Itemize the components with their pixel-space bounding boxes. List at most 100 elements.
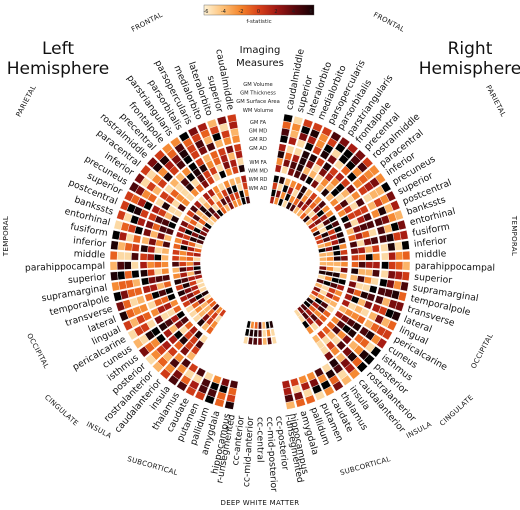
ring-cell [343, 221, 353, 230]
ring-cell [172, 304, 183, 314]
ring-cell [271, 181, 278, 191]
ring-cell [154, 246, 163, 254]
ring-cell [212, 172, 221, 182]
ring-cell [205, 141, 216, 152]
ring-cell [194, 243, 204, 249]
ring-cell [340, 261, 349, 268]
ring-cell [311, 145, 323, 156]
ring-cell [124, 242, 133, 252]
ring-cell [330, 315, 341, 325]
ring-cell [134, 225, 144, 236]
ring-cell [178, 255, 187, 262]
ring-cell [366, 200, 377, 211]
ring-cell [117, 241, 126, 251]
ring-cell [250, 321, 255, 329]
ring-cell [335, 352, 347, 363]
ring-cell [326, 261, 335, 267]
ring-cell [240, 174, 248, 184]
ring-cell [337, 304, 348, 314]
ring-cell [289, 203, 297, 213]
ring-cell [380, 270, 389, 279]
measure-label: WM Volume [243, 108, 274, 114]
ring-cell [253, 329, 258, 338]
lobe-label: TEMPORAL [510, 215, 518, 256]
ring-cell [242, 181, 249, 191]
region-label-left: inferior [73, 235, 107, 250]
ring-cell [252, 337, 258, 346]
ring-cell [185, 192, 195, 203]
ring-cell [147, 276, 157, 285]
colorbar-tick: 6 [309, 9, 312, 15]
right-hemisphere-title-line1: Right [448, 39, 493, 59]
ring-cell [138, 303, 149, 314]
ring-cell [123, 261, 132, 270]
ring-cell [146, 253, 155, 261]
ring-cell [352, 178, 363, 189]
ring-cell [316, 329, 327, 340]
ring-cell [258, 321, 262, 330]
ring-cell [314, 234, 323, 241]
ring-cell [219, 206, 228, 215]
ring-cell [370, 236, 379, 245]
ring-cell [131, 243, 140, 252]
ring-cell [211, 303, 220, 312]
ring-cell [155, 239, 164, 247]
ring-cell [140, 277, 150, 286]
ring-cell [180, 197, 191, 208]
ring-cell [318, 269, 327, 276]
ring-cell [333, 255, 342, 262]
ring-cell [275, 157, 284, 166]
ring-cell [161, 247, 170, 255]
ring-cell [278, 176, 286, 185]
ring-cell [349, 240, 358, 249]
ring-cell [340, 165, 352, 177]
ring-cell [176, 203, 187, 213]
ring-cell [285, 201, 293, 211]
ring-cell [150, 326, 162, 337]
ring-cell [274, 164, 282, 173]
ring-cell [333, 203, 344, 213]
ring-cell [262, 337, 268, 346]
ring-cell [401, 240, 410, 251]
ring-cell [132, 234, 142, 244]
ring-cell [203, 222, 213, 230]
ring-cell [371, 244, 380, 253]
ring-cell [173, 278, 183, 286]
ring-cell [136, 295, 146, 305]
lobe-label: DEEP WHITE MATTER [221, 499, 300, 507]
ring-cell [356, 239, 365, 247]
ring-cell [186, 246, 196, 252]
ring-cell [348, 340, 359, 351]
ring-cell [370, 208, 381, 219]
ring-cell [312, 230, 321, 238]
ring-cell [346, 171, 358, 183]
lobe-label: SUBCORTICAL [339, 455, 391, 477]
ring-cell [209, 215, 218, 224]
ring-cell [356, 275, 366, 283]
ring-cell [277, 198, 284, 207]
region-label-dwm: cc-mid-posterior [264, 416, 279, 492]
lobe-label: FRONTAL [372, 11, 406, 34]
ring-cell [117, 270, 126, 281]
ring-cell [310, 179, 320, 189]
measure-label: GM FA [250, 120, 267, 126]
ring-cell [349, 274, 358, 282]
ring-cell [357, 268, 366, 276]
ring-cell [140, 244, 149, 253]
ring-cell [332, 271, 341, 278]
ring-cell [266, 336, 273, 345]
ring-cell [110, 271, 119, 282]
ring-cell [153, 261, 162, 269]
ring-cell [363, 318, 374, 330]
ring-cell [133, 286, 143, 297]
ring-cell [193, 265, 202, 271]
ring-cell [162, 274, 171, 282]
ring-cell [206, 175, 216, 186]
ring-cell [377, 286, 387, 297]
ring-cell [381, 261, 389, 270]
ring-cell [197, 145, 209, 156]
ring-cell [216, 208, 224, 218]
ring-cell [193, 261, 201, 266]
ring-cell [319, 261, 327, 266]
ring-cell [124, 251, 132, 261]
